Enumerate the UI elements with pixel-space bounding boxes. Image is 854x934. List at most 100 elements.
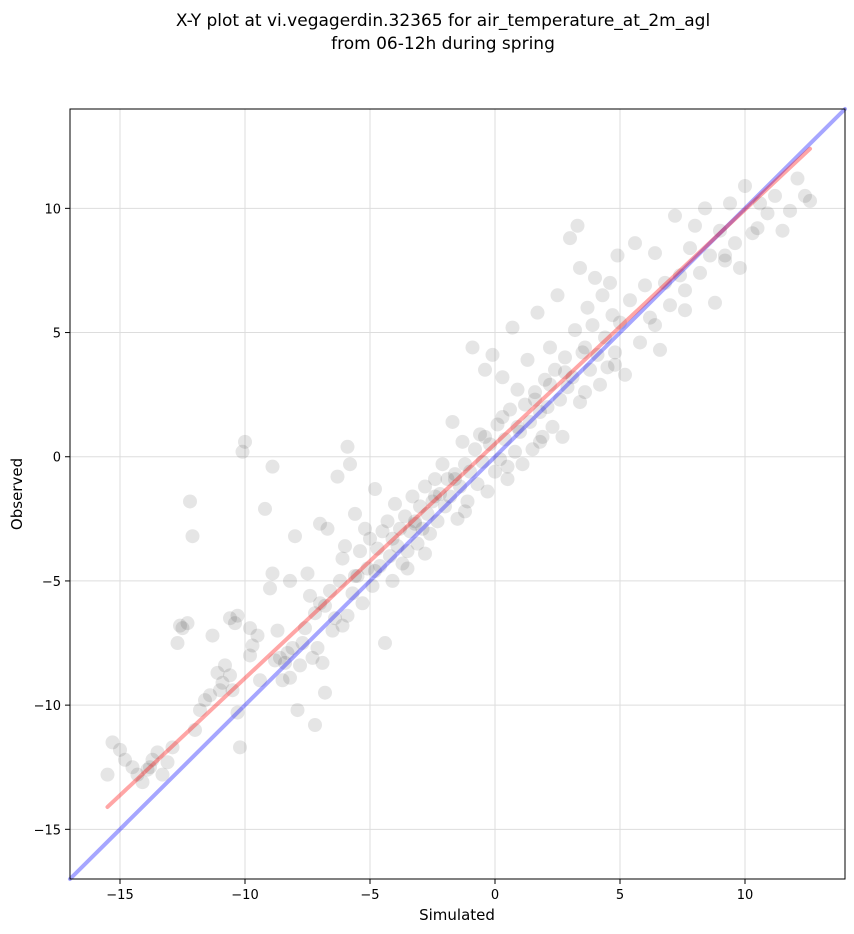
scatter-point-86 — [378, 636, 392, 651]
scatter-point-177 — [605, 308, 620, 323]
scatter-point-193 — [678, 303, 692, 318]
scatter-point-173 — [595, 288, 610, 303]
scatter-point-166 — [578, 385, 592, 400]
scatter-point-196 — [693, 265, 707, 280]
scatter-point-204 — [733, 260, 747, 275]
x-tick-label-0: −15 — [106, 888, 133, 903]
scatter-point-35 — [245, 638, 260, 653]
scatter-point-12 — [165, 740, 180, 755]
scatter-point-229 — [573, 395, 587, 410]
scatter-point-232 — [678, 283, 692, 298]
scatter-point-226 — [458, 504, 472, 519]
scatter-point-155 — [550, 288, 565, 303]
scatter-point-223 — [335, 618, 350, 633]
scatter-point-61 — [318, 598, 332, 613]
scatter-point-67 — [333, 573, 347, 588]
x-tick-label-1: −10 — [231, 888, 258, 903]
scatter-point-195 — [688, 218, 702, 233]
scatter-point-141 — [515, 457, 530, 472]
scatter-point-49 — [288, 529, 302, 544]
scatter-point-136 — [503, 402, 517, 417]
scatter-point-131 — [490, 417, 505, 432]
scatter-point-122 — [468, 442, 482, 457]
scatter-point-237 — [510, 419, 525, 434]
scatter-point-27 — [225, 683, 240, 698]
scatter-point-70 — [340, 439, 355, 454]
scatter-point-16 — [183, 494, 197, 509]
scatter-point-238 — [528, 392, 542, 407]
scatter-point-219 — [318, 685, 332, 700]
scatter-point-214 — [803, 193, 817, 208]
scatter-point-91 — [390, 539, 405, 554]
scatter-point-25 — [218, 658, 232, 673]
scatter-point-127 — [480, 484, 495, 499]
scatter-point-93 — [395, 556, 410, 571]
y-axis-ticks: −15 −10 −5 0 5 10 — [34, 202, 70, 838]
scatter-point-222 — [283, 670, 297, 685]
scatter-point-144 — [523, 414, 537, 429]
scatter-point-50 — [290, 703, 305, 718]
reference-lines — [68, 107, 847, 881]
scatter-point-174 — [598, 330, 612, 345]
scatter-point-20 — [198, 693, 212, 708]
scatter-point-8 — [145, 752, 160, 767]
scatter-point-113 — [445, 414, 460, 429]
scatter-point-170 — [588, 270, 602, 285]
x-tick-label-3: 0 — [491, 888, 499, 903]
scatter-point-249 — [213, 683, 227, 698]
regression-fit-line — [105, 146, 812, 809]
scatter-point-165 — [575, 345, 590, 360]
scatter-point-73 — [345, 586, 360, 601]
scatter-point-161 — [565, 370, 580, 385]
scatter-point-158 — [558, 350, 572, 365]
scatter-point-239 — [543, 377, 557, 392]
scatter-point-14 — [175, 621, 190, 636]
scatter-point-208 — [760, 206, 775, 221]
scatter-point-2 — [113, 742, 127, 757]
scatter-point-71 — [340, 608, 355, 623]
scatter-point-227 — [500, 459, 515, 474]
scatter-point-133 — [495, 370, 510, 385]
scatter-point-180 — [613, 315, 627, 330]
scatter-point-120 — [463, 464, 477, 479]
scatter-point-106 — [428, 472, 442, 487]
scatter-point-22 — [205, 628, 220, 643]
scatter-point-89 — [385, 531, 400, 546]
y-tick-label-5: 10 — [44, 202, 61, 217]
scatter-point-157 — [555, 429, 570, 444]
scatter-point-83 — [370, 541, 385, 556]
scatter-point-137 — [505, 320, 520, 335]
scatter-point-68 — [335, 551, 350, 566]
scatter-point-95 — [400, 544, 415, 559]
scatter-point-66 — [330, 469, 345, 484]
scatter-point-153 — [545, 419, 560, 434]
scatter-point-248 — [268, 653, 282, 668]
scatter-point-3 — [118, 752, 132, 767]
plot-frame — [69, 108, 846, 880]
scatter-point-126 — [478, 362, 492, 377]
scatter-point-162 — [568, 323, 582, 338]
scatter-point-168 — [583, 362, 597, 377]
scatter-point-56 — [305, 650, 320, 665]
scatter-point-140 — [513, 424, 527, 439]
scatter-point-146 — [528, 385, 542, 400]
scatter-point-150 — [538, 372, 552, 387]
scatter-point-32 — [230, 608, 245, 623]
scatter-point-175 — [600, 360, 615, 375]
scatter-point-23 — [210, 665, 225, 680]
scatter-point-119 — [460, 494, 475, 509]
scatter-point-43 — [273, 650, 287, 665]
scatter-point-200 — [713, 223, 727, 238]
scatter-point-72 — [343, 457, 357, 472]
scatter-point-129 — [485, 347, 500, 362]
scatter-point-148 — [533, 405, 547, 420]
x-tick-label-4: 5 — [616, 888, 624, 903]
scatter-point-63 — [323, 583, 337, 598]
scatter-point-9 — [150, 745, 165, 760]
scatter-point-235 — [478, 429, 492, 444]
y-tick-label-4: 5 — [53, 327, 61, 342]
scatter-point-224 — [400, 561, 415, 576]
scatter-point-28 — [230, 705, 245, 720]
